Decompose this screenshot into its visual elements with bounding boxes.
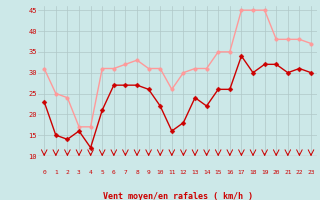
- X-axis label: Vent moyen/en rafales ( km/h ): Vent moyen/en rafales ( km/h ): [103, 192, 252, 200]
